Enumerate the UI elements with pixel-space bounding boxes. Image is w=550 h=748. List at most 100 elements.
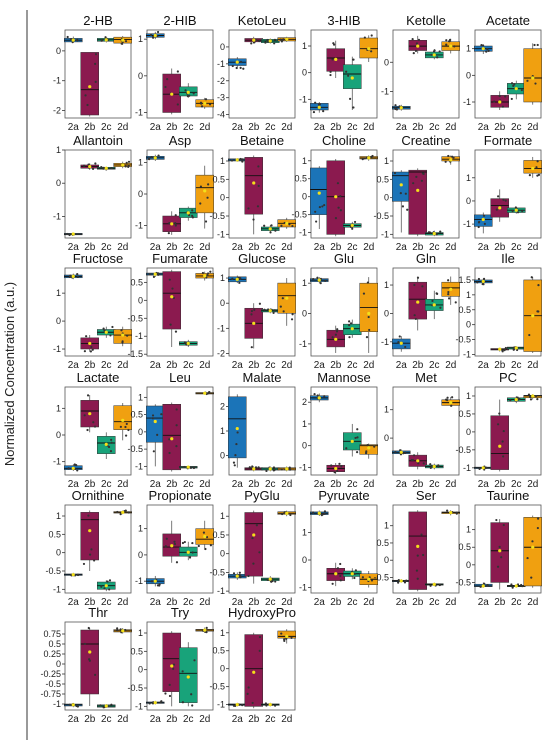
box-2d — [441, 276, 460, 305]
mean-marker — [252, 181, 256, 185]
mean-marker — [317, 511, 321, 515]
y-tick-label: 1 — [302, 419, 307, 429]
data-point — [186, 95, 189, 98]
data-point — [111, 325, 114, 329]
x-tick-label: 2a — [68, 242, 80, 253]
data-point — [207, 183, 210, 186]
y-tick-label: 0 — [384, 308, 389, 318]
data-point — [183, 540, 186, 544]
data-point — [353, 220, 357, 224]
x-tick-label: 2b — [84, 479, 96, 490]
data-point — [478, 220, 481, 224]
data-point — [330, 464, 333, 467]
x-tick-label: 2b — [84, 714, 96, 725]
data-point — [204, 98, 208, 101]
data-point — [430, 53, 433, 56]
x-tick-label: 2c — [511, 479, 522, 490]
x-tick-label: 2c — [265, 360, 276, 371]
y-tick-label: 0 — [302, 441, 307, 451]
x-tick-label: 2a — [150, 714, 162, 725]
data-point — [201, 271, 205, 275]
mean-marker — [285, 296, 289, 300]
x-tick-label: 2c — [347, 597, 358, 608]
x-tick-label: 2c — [429, 360, 440, 371]
data-point — [352, 106, 355, 109]
data-point — [103, 329, 106, 332]
y-tick-label: -0.5 — [127, 683, 143, 693]
data-point — [231, 277, 234, 280]
y-tick-label: 1 — [220, 628, 225, 638]
data-point — [280, 224, 283, 227]
x-tick-label: 2c — [511, 122, 522, 133]
x-tick-label: 2b — [84, 242, 96, 253]
y-tick-label: -1 — [299, 462, 307, 472]
box-2d — [113, 403, 132, 441]
data-point — [270, 580, 273, 583]
data-point — [238, 276, 241, 279]
box-2b — [162, 520, 181, 564]
y-tick-label: 1 — [466, 173, 471, 183]
y-tick-label: 0 — [466, 560, 471, 570]
data-point — [176, 70, 179, 73]
box-iqr — [490, 522, 509, 583]
box-2c — [425, 463, 444, 470]
x-tick-label: 2d — [363, 597, 374, 608]
box-2c — [179, 540, 198, 561]
data-point — [339, 562, 342, 566]
x-tick-label: 2a — [478, 360, 490, 371]
x-tick-label: 2c — [347, 360, 358, 371]
mean-marker — [153, 579, 157, 583]
box-2a — [146, 30, 165, 40]
y-tick-label: 1 — [302, 41, 307, 51]
data-point — [99, 704, 102, 707]
mean-marker — [350, 572, 354, 576]
data-point — [285, 637, 288, 640]
data-point — [206, 196, 209, 199]
data-point — [394, 450, 397, 454]
box-2a — [64, 272, 83, 280]
mean-marker — [153, 156, 157, 160]
data-point — [150, 580, 154, 583]
panel-mannose: Mannose 2 1 0 -1 2a 2b 2c 2d — [299, 370, 378, 490]
panel-2-hib: 2-HIB 1 0 -1 2a 2b 2c 2d — [135, 13, 214, 133]
x-tick-label: 2a — [396, 360, 408, 371]
mean-marker — [203, 274, 207, 278]
panel-title: Asp — [169, 133, 191, 148]
box-2c — [261, 224, 280, 234]
data-point — [502, 523, 505, 527]
data-point — [363, 36, 366, 39]
data-point — [106, 580, 109, 583]
mean-marker — [399, 106, 403, 110]
data-point — [536, 398, 539, 401]
data-point — [496, 423, 500, 426]
data-point — [266, 40, 269, 43]
data-point — [239, 157, 242, 161]
y-tick-label: -1 — [381, 337, 389, 347]
box-2d — [359, 443, 378, 459]
mean-marker — [481, 466, 485, 470]
x-tick-label: 2d — [281, 360, 292, 371]
y-tick-label: 0 — [302, 68, 307, 78]
mean-marker — [252, 38, 256, 42]
y-tick-label: 0.5 — [212, 174, 225, 184]
data-point — [125, 422, 128, 426]
data-point — [510, 97, 513, 101]
box-2c — [507, 80, 526, 101]
panel-title: Gln — [416, 251, 436, 266]
y-tick-label: 1 — [384, 280, 389, 290]
data-point — [420, 179, 423, 182]
y-tick-label: 1 — [384, 405, 389, 415]
box-2c — [179, 465, 198, 470]
box-2a — [146, 575, 165, 587]
data-point — [412, 52, 415, 55]
data-point — [487, 49, 490, 53]
data-point — [455, 512, 458, 515]
mean-marker — [71, 573, 75, 577]
x-tick-label: 2b — [412, 360, 424, 371]
panel-title: 3-HIB — [327, 13, 360, 28]
y-tick-label: 0.5 — [458, 409, 471, 419]
data-point — [417, 462, 420, 465]
box-2b — [162, 631, 181, 707]
box-2d — [113, 627, 132, 634]
data-point — [120, 42, 123, 45]
